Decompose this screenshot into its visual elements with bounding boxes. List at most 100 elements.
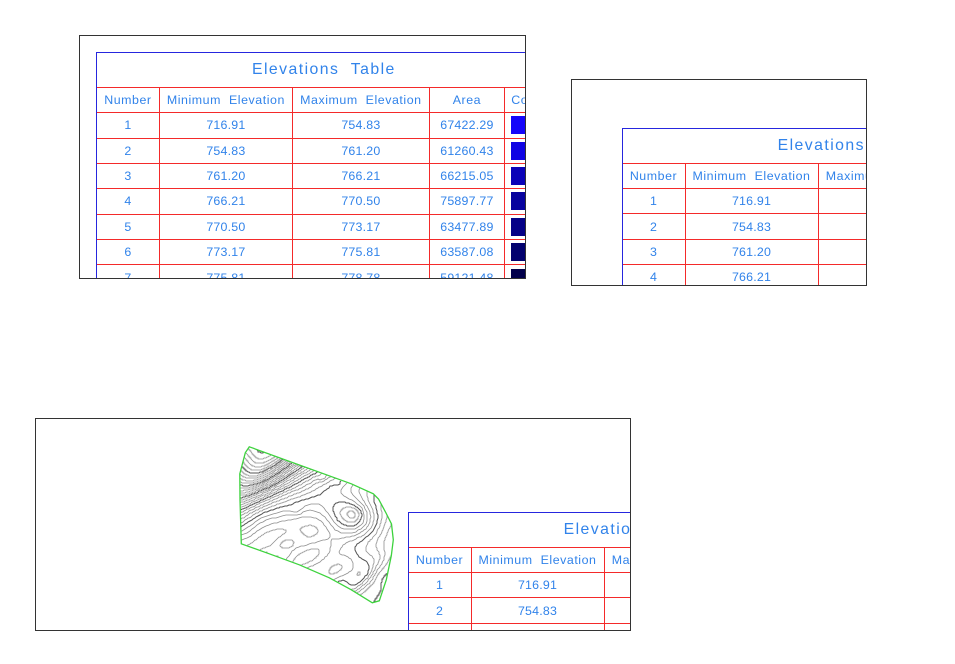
cell-max-elevation: 761.20	[603, 597, 630, 623]
contour-line-minor	[247, 528, 287, 550]
contour-line-minor	[243, 457, 282, 471]
contour-line-minor	[240, 464, 299, 494]
table-title: Elevations Table	[777, 136, 865, 154]
cell-min-elevation: 754.83	[158, 137, 292, 163]
cell-area: 63477.89	[428, 213, 504, 240]
elevation-color-swatch	[510, 116, 525, 135]
cell-area: 66215.05	[428, 162, 504, 189]
contour-line-minor	[356, 571, 361, 576]
contour-line-minor	[332, 490, 375, 580]
contour-line-minor	[240, 459, 286, 477]
elevation-color-swatch	[510, 192, 525, 211]
cell-color	[503, 162, 525, 189]
contour-line-major	[337, 494, 379, 586]
cell-min-elevation: 770.50	[158, 213, 292, 240]
column-header-max-elevation: Maximum Elevation	[817, 162, 866, 189]
cell-min-elevation: 716.91	[470, 572, 604, 598]
cell-color	[503, 112, 525, 138]
table-row-6: 6 773.17 775.81 63587.08	[96, 239, 525, 265]
contour-line-minor	[350, 503, 383, 590]
column-header-max-elevation: Maximum Elevation	[603, 546, 630, 573]
cell-min-elevation: 766.21	[684, 264, 818, 285]
contour-line-minor	[354, 514, 388, 592]
elevation-color-swatch	[510, 217, 525, 236]
elevation-color-swatch	[510, 243, 525, 262]
column-header-min-elevation: Minimum Elevation	[470, 546, 604, 573]
column-header-number: Number	[408, 546, 471, 572]
contour-lines	[239, 448, 392, 602]
cell-max-elevation: 754.83	[817, 188, 866, 214]
cell-number: 3	[96, 162, 159, 188]
contour-line-minor	[248, 448, 272, 460]
cell-max-elevation: 775.81	[291, 239, 429, 265]
contour-line-minor	[240, 461, 291, 484]
cell-min-elevation: 761.20	[470, 622, 604, 630]
cell-min-elevation: 716.91	[684, 188, 818, 214]
cell-area: 67422.29	[428, 112, 504, 138]
contour-line-major	[240, 462, 293, 487]
cell-number: 7	[96, 264, 159, 278]
cell-max-elevation: 761.20	[291, 137, 429, 163]
table-title: Elevations Table	[251, 61, 396, 79]
contour-line-minor	[306, 487, 372, 569]
contour-line-minor	[240, 468, 312, 506]
column-header-number: Number	[622, 162, 685, 188]
contour-line-minor	[356, 523, 392, 593]
contour-line-major	[240, 471, 319, 510]
contour-line-minor	[241, 482, 365, 532]
column-header-max-elevation: Maximum Elevation	[291, 86, 429, 113]
contour-line-minor	[241, 470, 315, 508]
cell-number: 2	[622, 213, 685, 238]
contour-line-minor	[240, 472, 323, 513]
cell-max-elevation: 770.50	[817, 264, 866, 285]
contour-line-minor	[240, 465, 302, 496]
contour-line-minor	[240, 463, 297, 492]
contour-line-minor	[240, 484, 368, 535]
cell-number: 4	[622, 264, 685, 284]
cell-max-elevation: 754.83	[291, 112, 429, 138]
table-row-5: 5 770.50 773.17 63477.89	[96, 213, 525, 240]
cell-number: 2	[96, 137, 159, 163]
cell-number: 2	[408, 597, 471, 622]
elevation-color-swatch	[510, 141, 525, 160]
contour-line-minor	[239, 460, 288, 479]
column-header-min-elevation: Minimum Elevation	[684, 162, 818, 189]
column-header-min-elevation: Minimum Elevation	[158, 86, 292, 113]
cell-color	[503, 137, 525, 163]
contour-line-minor	[299, 524, 319, 538]
cell-max-elevation: 766.21	[817, 238, 866, 265]
column-header-color: Color	[503, 86, 525, 113]
cell-color	[503, 188, 525, 214]
contour-line-minor	[243, 456, 279, 468]
cell-max-elevation: 770.50	[291, 188, 429, 214]
cell-number: 1	[408, 572, 471, 597]
contour-line-minor	[346, 510, 356, 519]
contour-line-minor	[239, 460, 290, 482]
elevation-color-swatch	[510, 167, 525, 186]
cell-max-elevation: 761.20	[817, 213, 866, 239]
cell-min-elevation: 754.83	[470, 597, 604, 623]
cell-min-elevation: 716.91	[158, 112, 292, 138]
cell-color	[503, 213, 525, 240]
contour-line-minor	[241, 516, 331, 560]
elevation-color-swatch	[510, 268, 525, 278]
cell-area: 59121.48	[428, 264, 504, 278]
contour-line-major	[256, 449, 265, 454]
contour-line-minor	[240, 474, 328, 516]
contour-line-major	[373, 572, 388, 602]
cell-max-elevation: 778.78	[291, 264, 429, 278]
column-header-area: Area	[428, 86, 504, 113]
viewport-top-left[interactable]: Elevations Table Number Minimum Elevation…	[78, 35, 526, 279]
contour-line-minor	[240, 462, 295, 489]
